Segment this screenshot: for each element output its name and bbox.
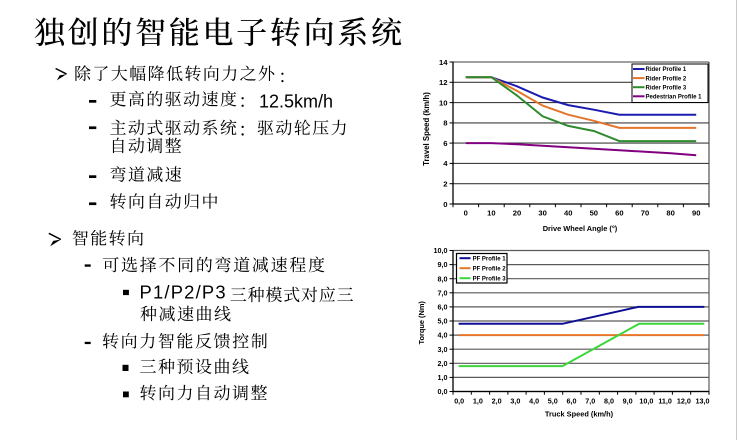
svg-text:1,0: 1,0 [473,396,483,405]
svg-text:14: 14 [439,58,448,67]
svg-text:P1/P2/P3: P1/P2/P3 [140,282,227,303]
svg-text:Torque (Nm): Torque (Nm) [417,301,426,345]
svg-text:13,0: 13,0 [696,396,710,405]
svg-text:0,0: 0,0 [454,396,464,405]
svg-text:9,0: 9,0 [438,260,448,269]
svg-text:11,0: 11,0 [658,396,672,405]
svg-text:6: 6 [443,139,447,148]
svg-text:10,0: 10,0 [639,396,653,405]
svg-text:2: 2 [443,180,447,189]
svg-text:PF Profile 1: PF Profile 1 [473,256,507,262]
svg-text:Rider Profile 1: Rider Profile 1 [646,67,687,73]
svg-text:Travel Speed (km/h): Travel Speed (km/h) [422,92,431,166]
svg-text:60: 60 [615,209,623,218]
svg-text:90: 90 [692,209,700,218]
svg-text:7,0: 7,0 [585,396,595,405]
svg-text:Rider Profile 2: Rider Profile 2 [646,76,687,82]
svg-text:6,0: 6,0 [567,396,577,405]
svg-text:PF Profile 2: PF Profile 2 [473,266,507,272]
svg-text:3,0: 3,0 [438,345,448,354]
svg-text:80: 80 [666,209,674,218]
svg-text:12,0: 12,0 [677,396,691,405]
svg-text:2,0: 2,0 [438,359,448,368]
svg-text:8,0: 8,0 [604,396,614,405]
svg-text:0: 0 [443,200,447,209]
svg-text:0,0: 0,0 [438,387,448,396]
svg-text:30: 30 [538,209,546,218]
svg-text:12.5km/h: 12.5km/h [259,91,333,111]
svg-text:7,0: 7,0 [438,288,448,297]
svg-text:Drive Wheel Angle (°): Drive Wheel Angle (°) [543,224,618,233]
svg-text:8: 8 [443,119,448,128]
svg-text:10: 10 [487,209,495,218]
svg-text:Rider Profile 3: Rider Profile 3 [646,85,687,91]
svg-text:0: 0 [464,209,468,218]
svg-text:6,0: 6,0 [438,303,448,312]
svg-text:50: 50 [590,209,598,218]
svg-text:4,0: 4,0 [438,331,448,340]
svg-text:70: 70 [641,209,649,218]
svg-text:4: 4 [443,159,448,168]
svg-text:40: 40 [564,209,572,218]
svg-text:5,0: 5,0 [548,396,558,405]
svg-text:10,0: 10,0 [434,246,448,255]
svg-text:3,0: 3,0 [510,396,520,405]
svg-text:2,0: 2,0 [492,396,502,405]
svg-text:10: 10 [439,98,448,107]
svg-text:12: 12 [439,78,448,87]
svg-text:9,0: 9,0 [623,396,633,405]
svg-text:20: 20 [513,209,521,218]
svg-text:Truck Speed (km/h): Truck Speed (km/h) [545,410,614,419]
svg-text:8,0: 8,0 [438,274,448,283]
svg-text:4,0: 4,0 [529,396,539,405]
svg-text:1,0: 1,0 [438,373,448,382]
svg-text:PF Profile 3: PF Profile 3 [473,276,507,282]
svg-text:Pedestrian Profile 1: Pedestrian Profile 1 [646,95,703,101]
svg-text:5,0: 5,0 [438,317,448,326]
